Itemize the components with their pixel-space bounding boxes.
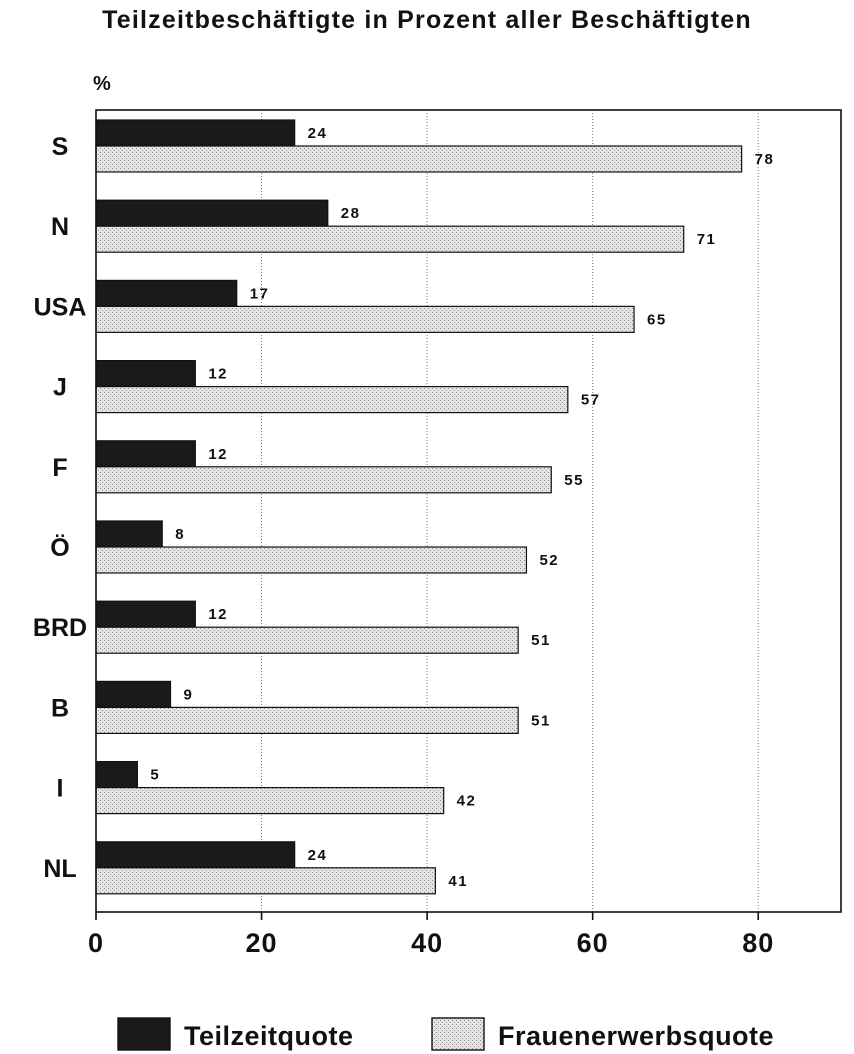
legend: Teilzeitquote Frauenerwerbsquote	[117, 1017, 774, 1051]
legend-swatch-teilzeitquote	[117, 1017, 171, 1051]
bar-frauenerwerbsquote	[95, 305, 635, 333]
bar-teilzeitquote	[95, 841, 296, 869]
x-tick-label: 0	[88, 928, 104, 958]
bar-frauenerwerbsquote	[95, 386, 569, 414]
plot-frame	[95, 109, 842, 913]
category-label: USA	[34, 293, 87, 321]
x-axis: 0 20 40 60 80	[88, 912, 774, 958]
chart-title: Teilzeitbeschäftigte in Prozent aller Be…	[102, 6, 752, 34]
data-label: 24	[308, 125, 328, 142]
data-label: 71	[697, 231, 717, 248]
bar-teilzeitquote	[95, 119, 296, 147]
bar-teilzeitquote	[95, 199, 329, 227]
category-axis: S N USA J F Ö BRD B I NL	[33, 133, 87, 883]
bar-frauenerwerbsquote	[95, 466, 552, 494]
x-tick-label: 80	[742, 928, 774, 958]
bar-teilzeitquote	[95, 520, 163, 548]
data-label: 57	[581, 392, 601, 409]
bar-teilzeitquote	[95, 360, 196, 388]
category-label: J	[53, 374, 67, 402]
category-label: S	[52, 133, 69, 161]
legend-label-frauenerwerbsquote: Frauenerwerbsquote	[498, 1021, 774, 1051]
legend-swatch-frauenerwerbsquote	[431, 1017, 485, 1051]
category-label: F	[52, 454, 67, 482]
data-label: 9	[184, 686, 194, 703]
bar-frauenerwerbsquote	[95, 225, 685, 253]
category-label: BRD	[33, 614, 87, 642]
x-tick-label: 20	[246, 928, 278, 958]
data-label: 41	[448, 873, 468, 890]
x-tick-label: 40	[411, 928, 443, 958]
legend-label-teilzeitquote: Teilzeitquote	[184, 1021, 354, 1051]
category-label: B	[51, 694, 69, 722]
data-label: 12	[208, 446, 228, 463]
data-label: 78	[755, 151, 775, 168]
data-label: 12	[208, 366, 228, 383]
data-label: 51	[531, 632, 551, 649]
category-label: Ö	[50, 533, 69, 562]
data-label: 12	[208, 606, 228, 623]
data-label: 51	[531, 712, 551, 729]
bar-frauenerwerbsquote	[95, 546, 528, 574]
data-label: 8	[175, 526, 185, 543]
bar-teilzeitquote	[95, 680, 172, 709]
data-label: 28	[341, 205, 361, 222]
data-label: 17	[250, 285, 270, 302]
bar-teilzeitquote	[95, 440, 196, 468]
bar-teilzeitquote	[95, 279, 238, 307]
bar-frauenerwerbsquote	[95, 786, 445, 815]
bar-teilzeitquote	[95, 600, 196, 628]
data-label: 65	[647, 311, 667, 328]
category-label: NL	[43, 855, 76, 883]
data-label: 5	[150, 767, 160, 784]
category-label: N	[51, 213, 69, 241]
bar-frauenerwerbsquote	[95, 145, 743, 173]
category-label: I	[57, 775, 64, 803]
bar-teilzeitquote	[95, 760, 138, 789]
unit-label: %	[93, 73, 111, 95]
x-tick-label: 60	[577, 928, 609, 958]
bars: 24 78 28 71 17 65 12 57 12 55 8 52 12 51 9 51 5 42 24 41	[95, 119, 775, 895]
bar-frauenerwerbsquote	[95, 626, 519, 654]
bar-frauenerwerbsquote	[95, 706, 519, 735]
data-label: 55	[564, 472, 584, 489]
data-label: 24	[308, 847, 328, 864]
data-label: 42	[457, 793, 477, 810]
bar-frauenerwerbsquote	[95, 867, 436, 895]
data-label: 52	[539, 552, 559, 569]
